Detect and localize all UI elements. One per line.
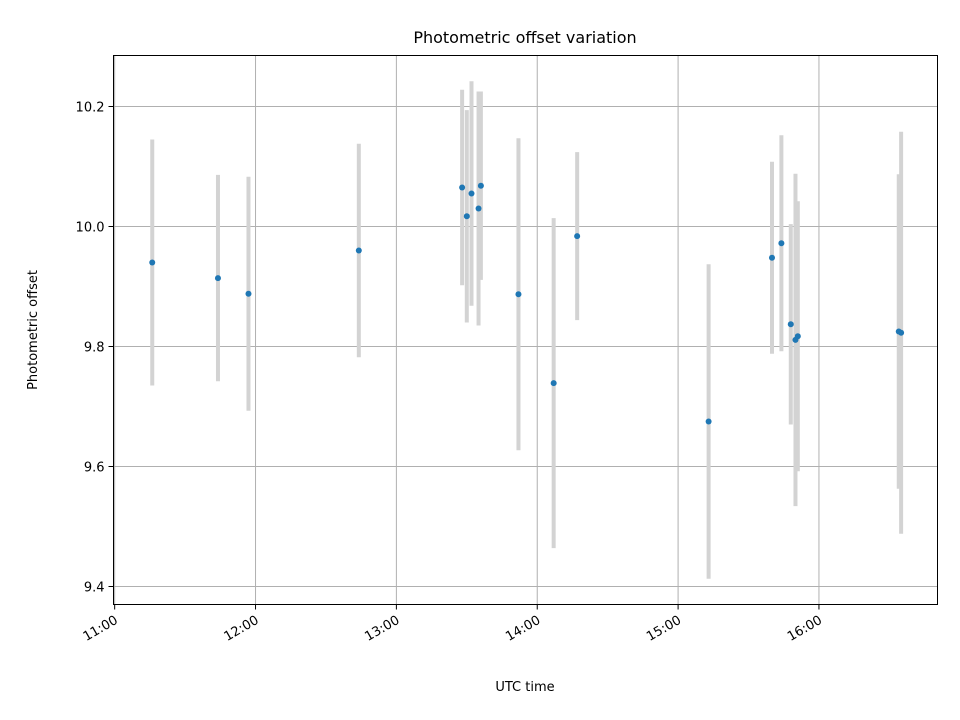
data-point-14 — [778, 240, 785, 247]
y-tick-label: 9.4 — [84, 581, 105, 596]
data-point-17 — [794, 333, 801, 340]
y-axis-ticks: 9.4 9.6 9.8 10.0 10.2 — [76, 101, 114, 596]
data-point-9 — [515, 291, 522, 298]
data-point-10 — [550, 380, 557, 387]
data-point-2 — [245, 290, 252, 297]
y-tick-label: 10.2 — [76, 101, 105, 116]
data-point-5 — [463, 213, 470, 220]
data-point-11 — [574, 233, 581, 240]
chart-title: Photometric offset variation — [413, 28, 636, 47]
data-point-0 — [149, 259, 156, 266]
plot-frame — [113, 55, 938, 605]
data-point-13 — [768, 254, 775, 261]
x-axis-label: UTC time — [495, 680, 554, 695]
data-point-15 — [787, 321, 794, 328]
data-point-6 — [468, 190, 475, 197]
y-tick-label: 10.0 — [76, 221, 105, 236]
data-point-19 — [898, 329, 905, 336]
data-point-8 — [477, 182, 484, 189]
data-point-3 — [355, 247, 362, 254]
data-point-1 — [214, 275, 221, 282]
y-tick-label: 9.6 — [84, 461, 105, 476]
data-point-7 — [475, 205, 482, 212]
y-axis-label: Photometric offset — [26, 270, 41, 390]
data-point-12 — [705, 418, 712, 425]
data-point-4 — [459, 184, 466, 191]
point-layer — [149, 182, 905, 425]
y-tick-label: 9.8 — [84, 341, 105, 356]
grid-layer — [113, 55, 938, 605]
